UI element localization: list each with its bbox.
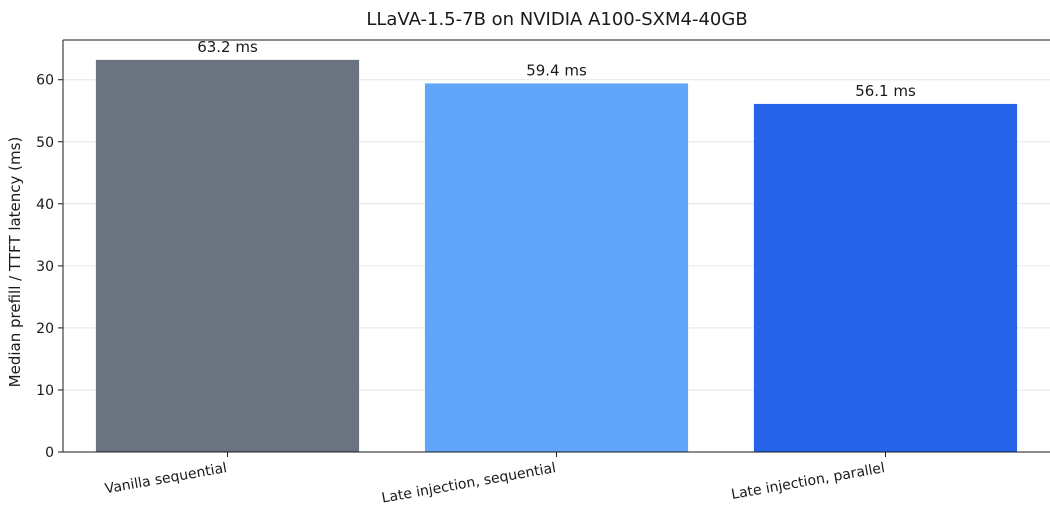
- bars: [95, 59, 1018, 453]
- data-label-3: 56.1 ms: [855, 82, 916, 100]
- x-tick-label: Late injection, sequential: [380, 460, 557, 506]
- y-tick-label: 10: [36, 383, 54, 399]
- y-tick-label: 20: [36, 321, 54, 337]
- y-tick-label: 40: [36, 197, 54, 213]
- x-tick-label: Late injection, parallel: [730, 460, 886, 503]
- data-label-2: 59.4 ms: [526, 61, 587, 79]
- bar-1: [95, 59, 360, 453]
- y-axis-label: Median prefill / TTFT latency (ms): [6, 137, 24, 388]
- y-tick-label: 30: [36, 259, 54, 275]
- bar-3: [753, 103, 1018, 452]
- chart-title: LLaVA-1.5-7B on NVIDIA A100-SXM4-40GB: [366, 9, 747, 30]
- y-tick-label: 60: [36, 73, 54, 89]
- data-label-1: 63.2 ms: [197, 38, 258, 56]
- bar-2: [424, 83, 689, 452]
- y-tick-label: 0: [45, 445, 54, 461]
- y-tick-label: 50: [36, 135, 54, 151]
- x-tick-label: Vanilla sequential: [104, 460, 229, 497]
- data-labels: 63.2 ms 59.4 ms 56.1 ms: [197, 38, 916, 100]
